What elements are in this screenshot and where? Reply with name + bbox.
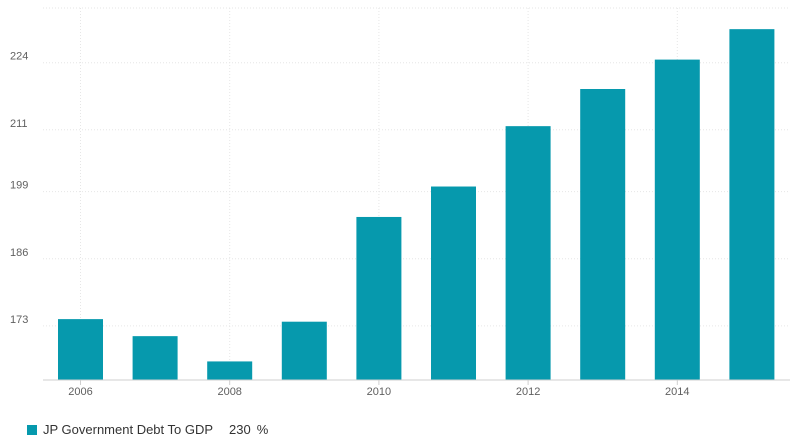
y-axis-tick-labels: 173 186 199 211 224	[10, 51, 28, 326]
x-tick-label: 2006	[68, 386, 92, 398]
y-tick-label: 224	[10, 51, 28, 63]
legend-series-name: JP Government Debt To GDP	[43, 422, 214, 437]
y-tick-label: 173	[10, 314, 28, 326]
y-tick-label: 186	[10, 247, 28, 259]
bar-series	[58, 29, 775, 381]
bar-2006[interactable]	[58, 319, 103, 380]
x-tick-label: 2012	[516, 386, 540, 398]
y-tick-label: 211	[10, 118, 28, 130]
bar-2007[interactable]	[132, 336, 178, 380]
bar-2011[interactable]	[431, 186, 476, 380]
x-tick-label: 2008	[217, 386, 241, 398]
bar-2012[interactable]	[505, 126, 551, 381]
bar-2015[interactable]	[729, 29, 775, 380]
x-axis-tick-labels: 2006 2008 2010 2012 2014	[68, 380, 690, 398]
legend: JP Government Debt To GDP 230 %	[27, 422, 268, 437]
legend-latest-value: 230	[229, 422, 251, 437]
bar-2014[interactable]	[654, 59, 700, 381]
bar-2008[interactable]	[207, 361, 253, 380]
x-tick-label: 2014	[665, 386, 689, 398]
legend-unit: %	[256, 422, 269, 437]
bar-2010[interactable]	[356, 216, 402, 380]
bar-2013[interactable]	[580, 89, 626, 381]
legend-swatch	[27, 424, 37, 435]
bar-chart: 173 186 199 211 224 2006 2008 2010 2012 2014	[10, 7, 790, 398]
y-tick-label: 199	[10, 180, 28, 192]
x-tick-label: 2010	[367, 386, 391, 398]
bar-2009[interactable]	[281, 321, 327, 380]
